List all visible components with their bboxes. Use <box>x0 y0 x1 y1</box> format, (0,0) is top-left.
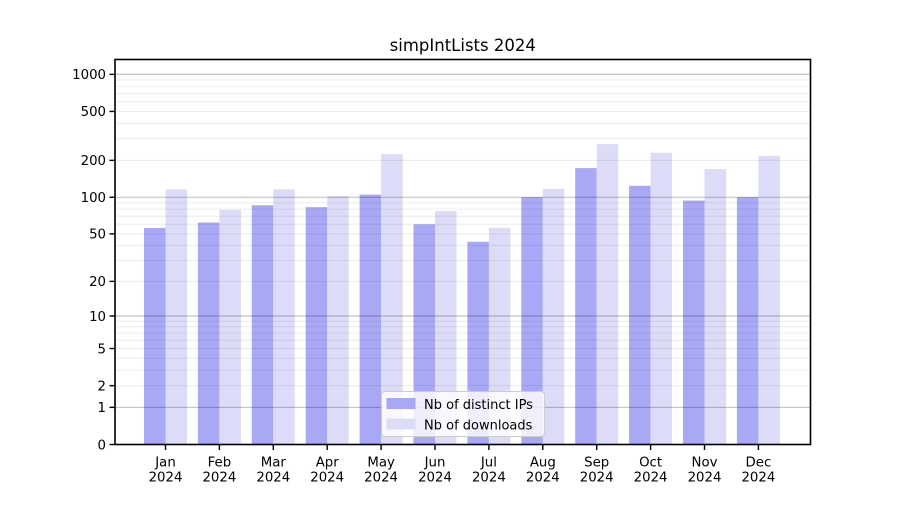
legend-label-downloads: Nb of downloads <box>424 419 533 434</box>
x-tick-label-month-nov: Nov <box>692 456 718 471</box>
bar-ips-aug <box>521 197 543 445</box>
bar-ips-oct <box>629 185 651 445</box>
legend-swatch-ips <box>386 398 416 409</box>
x-tick-label-year-feb: 2024 <box>202 471 236 486</box>
bar-downloads-mar <box>273 189 295 445</box>
x-tick-label-month-oct: Oct <box>639 456 662 471</box>
gridlines-group <box>115 73 811 408</box>
bars-group <box>144 143 780 445</box>
x-tick-label-month-mar: Mar <box>261 456 287 471</box>
x-tick-label-year-jan: 2024 <box>149 471 183 486</box>
x-axis: Jan2024Feb2024Mar2024Apr2024May2024Jun20… <box>149 444 775 486</box>
bar-downloads-jan <box>165 189 187 445</box>
bar-downloads-aug <box>542 188 565 445</box>
bar-ips-jan <box>144 227 166 445</box>
bar-ips-nov <box>683 200 705 445</box>
bar-downloads-nov <box>704 169 726 445</box>
y-tick-label-2: 2 <box>98 379 106 394</box>
x-tick-label-year-jun: 2024 <box>418 471 452 486</box>
x-tick-label-month-jul: Jul <box>480 456 497 471</box>
y-tick-label-1000: 1000 <box>72 68 106 83</box>
legend-box: Nb of distinct IPs Nb of downloads <box>381 391 545 437</box>
y-tick-label-0: 0 <box>98 438 106 453</box>
y-tick-label-200: 200 <box>81 154 106 169</box>
x-tick-label-year-sep: 2024 <box>580 471 614 486</box>
bar-ips-apr <box>305 207 328 445</box>
bar-ips-mar <box>251 205 274 445</box>
y-tick-label-10: 10 <box>89 310 106 325</box>
x-tick-label-month-apr: Apr <box>316 456 340 471</box>
bar-downloads-dec <box>758 155 780 445</box>
x-tick-label-year-aug: 2024 <box>526 471 560 486</box>
x-tick-label-year-jul: 2024 <box>472 471 506 486</box>
bar-downloads-feb <box>219 209 241 445</box>
x-tick-label-year-dec: 2024 <box>741 471 775 486</box>
x-tick-label-month-sep: Sep <box>584 456 609 471</box>
x-tick-label-month-dec: Dec <box>746 456 772 471</box>
bar-downloads-sep <box>596 143 619 445</box>
x-tick-label-year-may: 2024 <box>364 471 398 486</box>
chart-title: simpIntLists 2024 <box>390 36 536 55</box>
y-axis: 0 1 2 5 10 20 50 100 200 500 1000 <box>72 68 115 453</box>
bar-downloads-may <box>381 154 403 445</box>
x-tick-label-year-apr: 2024 <box>310 471 344 486</box>
bar-ips-may <box>359 194 382 445</box>
y-tick-label-20: 20 <box>89 275 106 290</box>
x-tick-label-month-jun: Jun <box>424 456 446 471</box>
y-tick-label-100: 100 <box>81 191 106 206</box>
bar-ips-jun <box>413 224 435 445</box>
x-tick-label-month-jan: Jan <box>154 456 176 471</box>
bar-ips-sep <box>575 168 597 445</box>
legend-swatch-downloads <box>386 418 416 430</box>
x-tick-label-year-oct: 2024 <box>634 471 668 486</box>
bar-downloads-oct <box>650 152 673 445</box>
bar-downloads-jun <box>435 211 457 445</box>
bar-downloads-jul <box>488 227 511 445</box>
legend-background <box>381 391 545 437</box>
y-tick-label-500: 500 <box>81 105 106 120</box>
bar-downloads-apr <box>327 196 349 445</box>
bar-ips-dec <box>736 197 759 445</box>
x-tick-label-month-may: May <box>367 456 395 471</box>
legend-label-ips: Nb of distinct IPs <box>424 398 533 413</box>
axes-spines <box>114 58 812 446</box>
bar-ips-feb <box>197 222 220 445</box>
x-tick-label-year-nov: 2024 <box>688 471 722 486</box>
y-tick-label-5: 5 <box>98 342 106 357</box>
y-tick-label-50: 50 <box>89 228 106 243</box>
y-tick-label-1: 1 <box>98 401 106 416</box>
x-tick-label-month-aug: Aug <box>530 456 556 471</box>
x-tick-label-year-mar: 2024 <box>256 471 290 486</box>
x-tick-label-month-feb: Feb <box>208 456 232 471</box>
